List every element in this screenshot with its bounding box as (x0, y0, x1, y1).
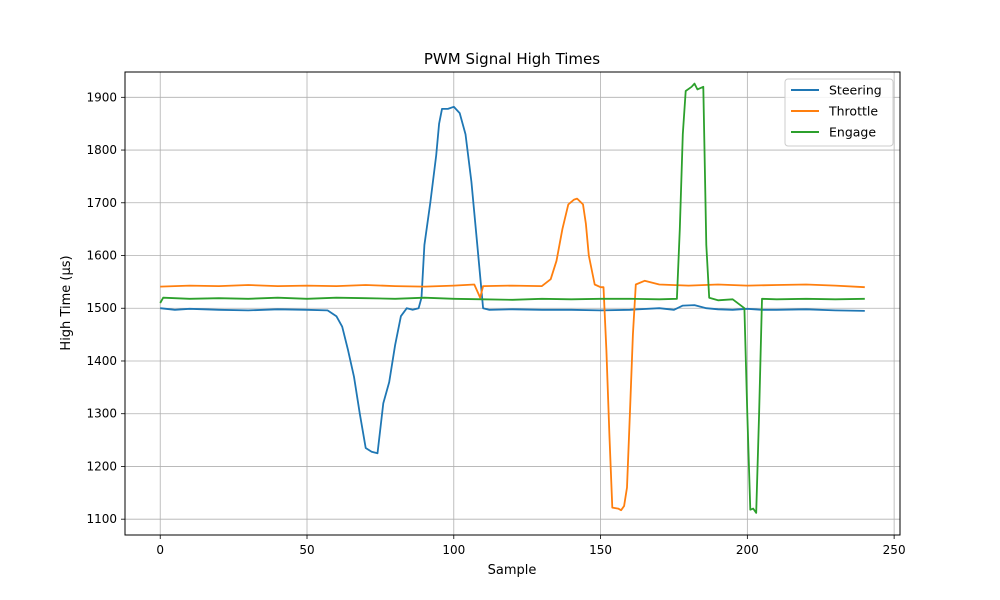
y-tick-label: 1800 (86, 143, 117, 157)
y-tick-label: 1200 (86, 459, 117, 473)
y-tick-label: 1900 (86, 90, 117, 104)
y-tick-label: 1300 (86, 407, 117, 421)
grid-lines (125, 72, 900, 535)
series-line-steering (160, 105, 865, 455)
plot-frame (124, 71, 901, 536)
x-tick-label: 200 (736, 543, 759, 557)
series-line-engage (159, 82, 865, 514)
x-tick-label: 50 (299, 543, 314, 557)
legend-label-engage: Engage (829, 125, 876, 140)
x-tick-label: 150 (589, 543, 612, 557)
y-tick-label: 1600 (86, 249, 117, 263)
chart-title: PWM Signal High Times (424, 50, 600, 68)
series-line-throttle (160, 197, 865, 512)
legend-label-throttle: Throttle (828, 104, 878, 119)
x-axis-label: Sample (488, 563, 537, 578)
y-axis-label: High Time (µs) (59, 255, 74, 350)
legend: Steering Throttle Engage (784, 78, 894, 147)
legend-box (784, 78, 894, 147)
x-tick-label: 250 (883, 543, 906, 557)
legend-label-steering: Steering (829, 83, 882, 98)
y-tick-label: 1100 (86, 512, 117, 526)
series-lines (159, 82, 865, 514)
y-tick-label: 1400 (86, 354, 117, 368)
y-tick-label: 1700 (86, 196, 117, 210)
x-tick-label: 0 (156, 543, 164, 557)
y-tick-label: 1500 (86, 301, 117, 315)
x-axis: 0 50 100 150 200 250 (156, 535, 906, 557)
x-tick-label: 100 (442, 543, 465, 557)
y-axis: 1100 1200 1300 1400 1500 1600 1700 1800 1900 (86, 90, 125, 526)
